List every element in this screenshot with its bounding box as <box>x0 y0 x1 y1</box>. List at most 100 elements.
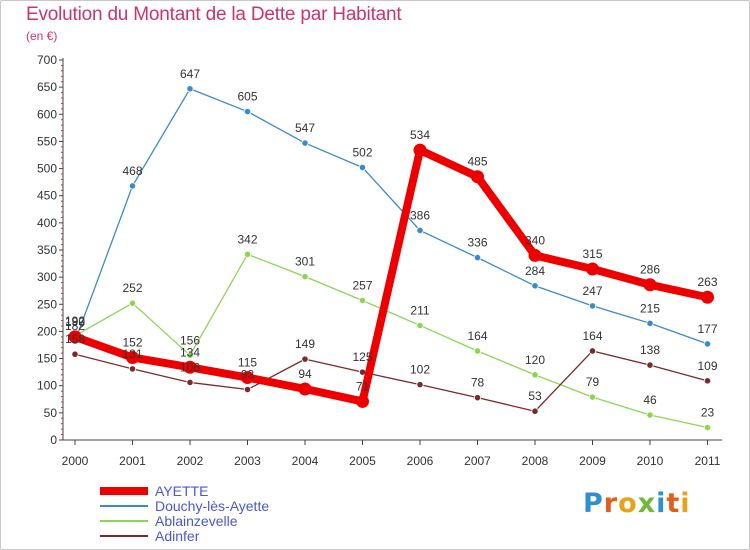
data-point <box>531 371 539 379</box>
data-label: 211 <box>410 303 429 317</box>
data-label: 386 <box>410 208 430 222</box>
data-label: 177 <box>697 322 717 336</box>
data-label: 534 <box>410 128 430 142</box>
data-point <box>703 340 712 348</box>
data-label: 46 <box>643 393 657 407</box>
data-label: 106 <box>180 360 200 374</box>
legend-swatch-ablainzevelle <box>100 520 148 522</box>
data-label: 120 <box>525 353 545 367</box>
data-point <box>358 163 367 172</box>
logo-letter: i <box>656 488 667 519</box>
data-label: 93 <box>241 368 255 382</box>
data-point <box>588 302 597 310</box>
data-label: 125 <box>352 350 372 364</box>
data-label: 336 <box>467 236 487 250</box>
x-tick-label: 2003 <box>234 454 261 468</box>
data-point <box>68 330 82 344</box>
x-tick-label: 2001 <box>119 454 146 468</box>
data-point <box>243 250 252 258</box>
data-label: 315 <box>582 247 602 261</box>
data-label: 301 <box>295 255 315 269</box>
x-tick-label: 2010 <box>637 454 664 468</box>
data-point <box>413 143 427 157</box>
series-line-ayette <box>71 146 712 406</box>
data-label: 263 <box>697 275 717 289</box>
data-point <box>241 371 254 385</box>
y-tick-label: 100 <box>37 379 57 393</box>
legend-label-ayette: AYETTE <box>155 483 209 499</box>
data-point <box>186 85 194 93</box>
data-label: 79 <box>586 375 600 389</box>
data-label: 342 <box>237 232 257 246</box>
legend-label-adinfer: Adinfer <box>155 528 200 544</box>
data-point <box>646 361 654 369</box>
chart-unit: (en €) <box>26 29 58 43</box>
data-label: 102 <box>410 363 430 377</box>
data-point <box>586 262 599 276</box>
data-point <box>701 290 714 304</box>
data-label: 131 <box>122 347 142 361</box>
data-label: 190 <box>65 315 85 329</box>
data-label: 284 <box>525 264 545 278</box>
y-tick-label: 600 <box>37 107 57 121</box>
data-label: 605 <box>237 90 257 104</box>
y-tick-label: 450 <box>37 189 57 203</box>
logo-letter: t <box>666 488 681 519</box>
x-tick-label: 2000 <box>62 454 89 468</box>
x-tick-label: 2004 <box>292 454 319 468</box>
y-tick-label: 400 <box>37 216 57 230</box>
data-point <box>183 360 197 374</box>
data-label: 23 <box>701 406 715 420</box>
logo-letter: r <box>603 488 619 519</box>
y-tick-label: 50 <box>44 406 58 420</box>
y-tick-label: 250 <box>37 297 57 311</box>
data-label: 156 <box>180 333 200 347</box>
y-tick-label: 550 <box>37 134 57 148</box>
data-point <box>243 385 252 394</box>
data-point <box>71 350 79 358</box>
legend-label-ablainzevelle: Ablainzevelle <box>155 513 238 529</box>
y-tick-label: 350 <box>37 243 57 257</box>
data-point <box>416 226 424 235</box>
data-label: 53 <box>528 389 542 403</box>
data-point <box>646 411 654 419</box>
data-point <box>128 365 137 373</box>
data-point <box>301 139 309 147</box>
logo-letter: i <box>680 488 691 519</box>
data-label: 149 <box>295 337 315 351</box>
data-point <box>473 347 482 355</box>
data-label: 78 <box>471 376 485 390</box>
legend-swatch-douchy <box>100 505 148 507</box>
y-tick-label: 0 <box>50 433 57 447</box>
data-label: 158 <box>65 332 85 346</box>
data-point <box>356 394 369 408</box>
data-label: 164 <box>582 329 602 343</box>
x-tick-label: 2011 <box>695 454 721 468</box>
data-label: 340 <box>525 233 545 247</box>
data-label: 164 <box>467 329 487 343</box>
data-point <box>531 407 539 415</box>
data-label: 182 <box>65 319 85 333</box>
data-label: 247 <box>582 284 602 298</box>
data-label: 286 <box>640 263 660 277</box>
data-point <box>588 347 597 355</box>
logo-letter: o <box>618 488 638 519</box>
data-point <box>128 182 137 190</box>
data-point <box>243 107 252 116</box>
legend-swatch-ayette <box>100 487 148 495</box>
data-label: 485 <box>467 155 487 169</box>
y-tick-label: 700 <box>37 53 57 67</box>
y-tick-label: 150 <box>37 352 57 366</box>
x-tick-label: 2002 <box>177 454 204 468</box>
data-label: 502 <box>352 145 372 159</box>
data-point <box>473 254 482 262</box>
data-label: 192 <box>65 314 85 328</box>
y-tick-label: 300 <box>37 270 57 284</box>
data-point <box>703 377 712 385</box>
x-tick-label: 2009 <box>579 454 606 468</box>
data-point <box>126 350 139 364</box>
x-tick-label: 2006 <box>407 454 434 468</box>
data-label: 547 <box>295 121 315 135</box>
data-point <box>416 381 424 389</box>
data-point <box>703 423 712 432</box>
